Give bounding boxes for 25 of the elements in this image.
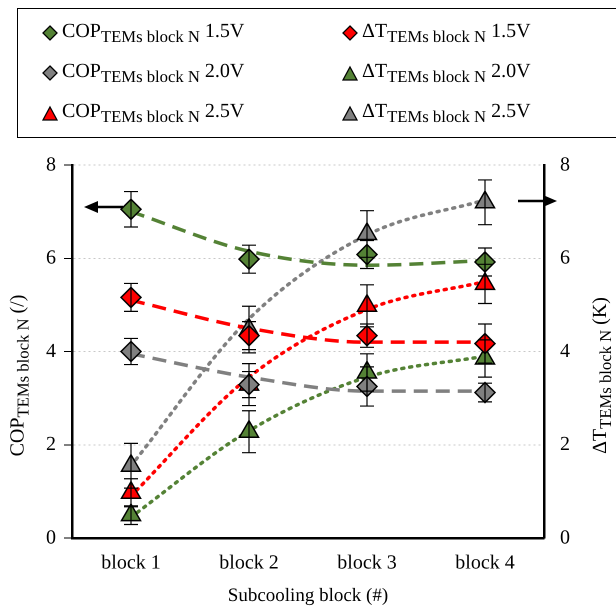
x-tick-label: block 4: [455, 551, 515, 574]
point: [238, 324, 260, 346]
point: [120, 286, 142, 308]
point: [120, 340, 142, 362]
point: [238, 248, 260, 270]
y2-tick-label: 2: [560, 433, 570, 455]
legend-label: COP$_{TEMs block N}$ 2.0V: [62, 60, 244, 86]
legend-label: ΔT$_{TEMs block N}$ 1.5V: [362, 20, 531, 46]
y-tick-label: 4: [46, 340, 56, 362]
x-axis-title: Subcooling block (#): [226, 585, 390, 607]
legend-label: ΔT$_{TEMs block N}$ 2.0V: [362, 60, 531, 86]
y-tick-label: 2: [46, 433, 56, 455]
x-tick-label: block 2: [219, 551, 279, 574]
y2-tick-label: 6: [560, 246, 570, 268]
legend-label: COP$_{TEMs block N}$ 1.5V: [62, 20, 244, 46]
legend-label: COP$_{TEMs block N}$ 2.5V: [62, 100, 244, 126]
legend-label: ΔT$_{TEMs block N}$ 2.5V: [362, 100, 531, 126]
y2-tick-label: 4: [560, 340, 570, 362]
y-tick-label: 6: [46, 246, 56, 268]
y2-tick-label: 8: [560, 153, 570, 176]
y2-tick-label: 0: [560, 526, 570, 548]
x-tick-label: block 3: [337, 551, 397, 574]
y-tick-label: 0: [46, 526, 56, 548]
x-tick-label: block 1: [101, 551, 161, 574]
y-tick-label: 8: [46, 153, 56, 176]
